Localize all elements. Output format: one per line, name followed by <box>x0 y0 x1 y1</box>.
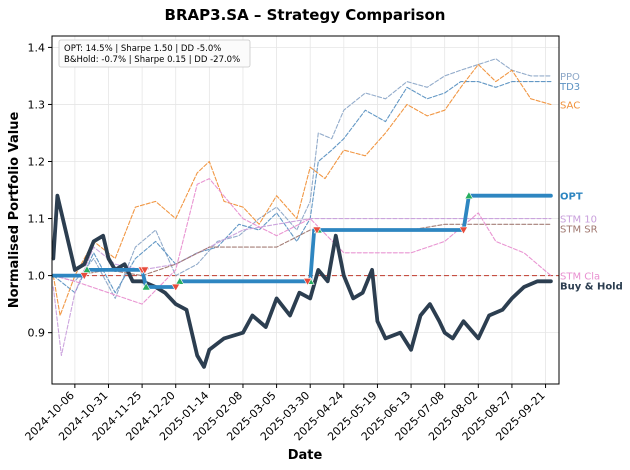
series-lines <box>51 58 553 369</box>
end-label-stm-10: STM 10 <box>560 215 597 226</box>
sell-marker <box>79 272 89 281</box>
sell-marker <box>140 266 150 275</box>
end-label-stm-cla: STM Cla <box>560 272 600 283</box>
trade-markers <box>79 191 474 292</box>
y-tick-label: 1.1 <box>28 213 46 226</box>
end-label-buy-hold: Buy & Hold <box>560 282 623 293</box>
y-tick-label: 1.2 <box>28 156 46 169</box>
end-label-td3: TD3 <box>559 82 580 93</box>
series-line-td3 <box>52 81 552 294</box>
x-axis-label: Date <box>288 448 323 463</box>
end-label-sac: SAC <box>560 100 580 111</box>
y-tick-label: 1.3 <box>28 98 46 111</box>
series-line-stm-cla <box>52 178 552 305</box>
y-tick-label: 1.0 <box>28 270 46 283</box>
chart-title: BRAP3.SA – Strategy Comparison <box>165 6 446 24</box>
y-tick-label: 1.4 <box>28 41 46 54</box>
x-ticks: 2024-10-062024-10-312024-11-252024-12-20… <box>23 384 548 443</box>
buy-marker <box>141 282 151 291</box>
stats-box: OPT: 14.5% | Sharpe 1.50 | DD -5.0% B&Ho… <box>58 39 251 68</box>
stats-line-buyhold: B&Hold: -0.7% | Sharpe 0.15 | DD -27.0% <box>64 55 240 65</box>
y-ticks: 0.9 1.0 1.1 1.2 1.3 1.4 <box>28 41 52 340</box>
end-label-stm-sr: STM SR <box>560 225 598 236</box>
series-line-sac <box>52 63 552 317</box>
series-line-ppo <box>52 58 552 299</box>
series-line-stm-sr <box>52 223 552 277</box>
plot-frame <box>51 35 560 385</box>
y-axis-label: Normalised Portfolio Value <box>7 112 22 309</box>
end-label-ppo: PPO <box>560 72 580 83</box>
sell-marker <box>459 226 469 235</box>
sell-marker <box>171 283 181 292</box>
sell-marker <box>312 226 322 235</box>
y-tick-label: 0.9 <box>28 327 46 340</box>
end-label-opt: OPT <box>560 192 583 203</box>
stats-line-opt: OPT: 14.5% | Sharpe 1.50 | DD -5.0% <box>64 44 221 54</box>
sell-marker <box>303 278 313 286</box>
buy-marker <box>464 191 474 200</box>
